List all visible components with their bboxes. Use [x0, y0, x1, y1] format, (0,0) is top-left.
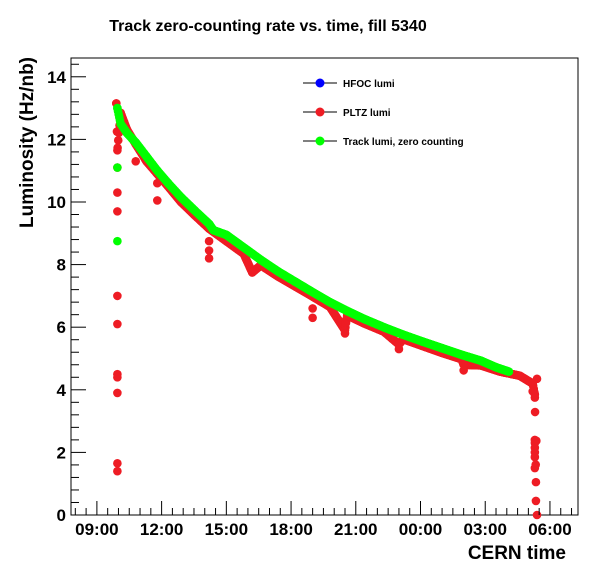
legend-label: PLTZ lumi [343, 108, 391, 119]
data-point [113, 459, 122, 468]
data-point [113, 319, 122, 329]
y-axis-label: Luminosity (Hz/nb) [17, 57, 38, 228]
data-point [113, 372, 122, 382]
x-tick-label: 06:00 [528, 520, 571, 539]
data-point [398, 330, 408, 340]
x-tick-label: 09:00 [75, 520, 118, 539]
data-point [379, 322, 389, 332]
x-tick-label: 00:00 [399, 520, 442, 539]
data-point [308, 313, 317, 323]
data-point [113, 466, 122, 476]
data-point [152, 166, 162, 175]
x-tick-label: 21:00 [334, 520, 377, 539]
series-2 [113, 103, 514, 376]
data-point [113, 236, 122, 246]
data-point [204, 254, 214, 263]
x-axis-label: CERN time [468, 543, 566, 564]
legend-item: Track lumi, zero counting [303, 136, 464, 148]
data-point [204, 236, 214, 246]
data-point [247, 268, 257, 277]
data-point [152, 178, 162, 188]
data-point [308, 287, 317, 297]
legend-label: HFOC lumi [343, 79, 395, 90]
legend: HFOC lumi PLTZ lumi Track lumi, zero count… [303, 78, 464, 148]
data-point [116, 119, 125, 129]
y-tick-label: 14 [47, 68, 66, 87]
legend-marker [315, 107, 325, 117]
x-tick-label: 12:00 [140, 520, 183, 539]
data-point [491, 362, 501, 372]
data-point [113, 207, 122, 216]
data-point [532, 510, 542, 520]
y-tick-label: 0 [57, 506, 66, 525]
data-point [528, 379, 537, 388]
data-point [256, 255, 266, 265]
data-point [394, 344, 404, 354]
x-tick-label: 03:00 [463, 520, 506, 539]
data-point [113, 163, 122, 172]
data-point [113, 146, 122, 155]
data-point [531, 496, 541, 506]
data-point [239, 243, 248, 252]
data-point [204, 246, 214, 255]
y-tick-label: 4 [57, 381, 67, 400]
data-point [531, 477, 541, 487]
data-point [504, 367, 514, 376]
y-tick-label: 8 [57, 256, 66, 275]
y-tick-label: 12 [47, 130, 66, 149]
data-point [113, 291, 122, 301]
plot-area [70, 57, 579, 516]
data-point [113, 103, 122, 113]
legend-marker [315, 136, 325, 146]
data-point [515, 371, 525, 381]
data-point [189, 205, 199, 215]
plot-frame [70, 57, 579, 516]
x-axis: 09:00 12:00 15:00 18:00 21:00 00:00 03:00 06:00 [74, 501, 573, 539]
data-point [530, 407, 540, 417]
data-point [176, 192, 186, 202]
data-point [342, 306, 352, 316]
data-point [113, 388, 122, 398]
data-point [530, 393, 540, 402]
y-axis: 0 2 4 6 8 10 12 14 [47, 63, 86, 525]
data-point [457, 350, 466, 360]
legend-item: HFOC lumi [303, 78, 395, 90]
data-point [131, 138, 141, 147]
x-tick-label: 15:00 [205, 520, 248, 539]
data-point [325, 297, 335, 307]
data-point [418, 337, 427, 346]
x-tick-label: 18:00 [269, 520, 312, 539]
data-point [131, 156, 141, 166]
data-point [113, 136, 123, 145]
data-point [122, 128, 132, 138]
data-point [340, 329, 350, 338]
data-point [360, 314, 369, 324]
data-point [142, 152, 151, 161]
data-point [204, 219, 214, 229]
data-point [476, 356, 486, 365]
chart-title: Track zero-counting rate vs. time, fill … [109, 18, 427, 35]
data-point [152, 196, 162, 205]
data-point [437, 343, 447, 353]
legend-marker [315, 78, 325, 88]
data-point [308, 304, 317, 313]
data-point [459, 366, 468, 375]
data-point [209, 225, 218, 235]
data-point [530, 463, 540, 473]
legend-item: PLTZ lumi [303, 107, 391, 119]
data-point [291, 277, 300, 287]
y-tick-label: 6 [57, 318, 66, 337]
data-point [530, 452, 540, 462]
legend-label: Track lumi, zero counting [343, 137, 464, 148]
data-point [163, 178, 173, 188]
data-point [222, 230, 231, 240]
data-point [113, 188, 122, 197]
series-layer [112, 99, 542, 520]
y-tick-label: 10 [47, 193, 66, 212]
data-point [273, 267, 283, 276]
y-tick-label: 2 [57, 443, 66, 462]
